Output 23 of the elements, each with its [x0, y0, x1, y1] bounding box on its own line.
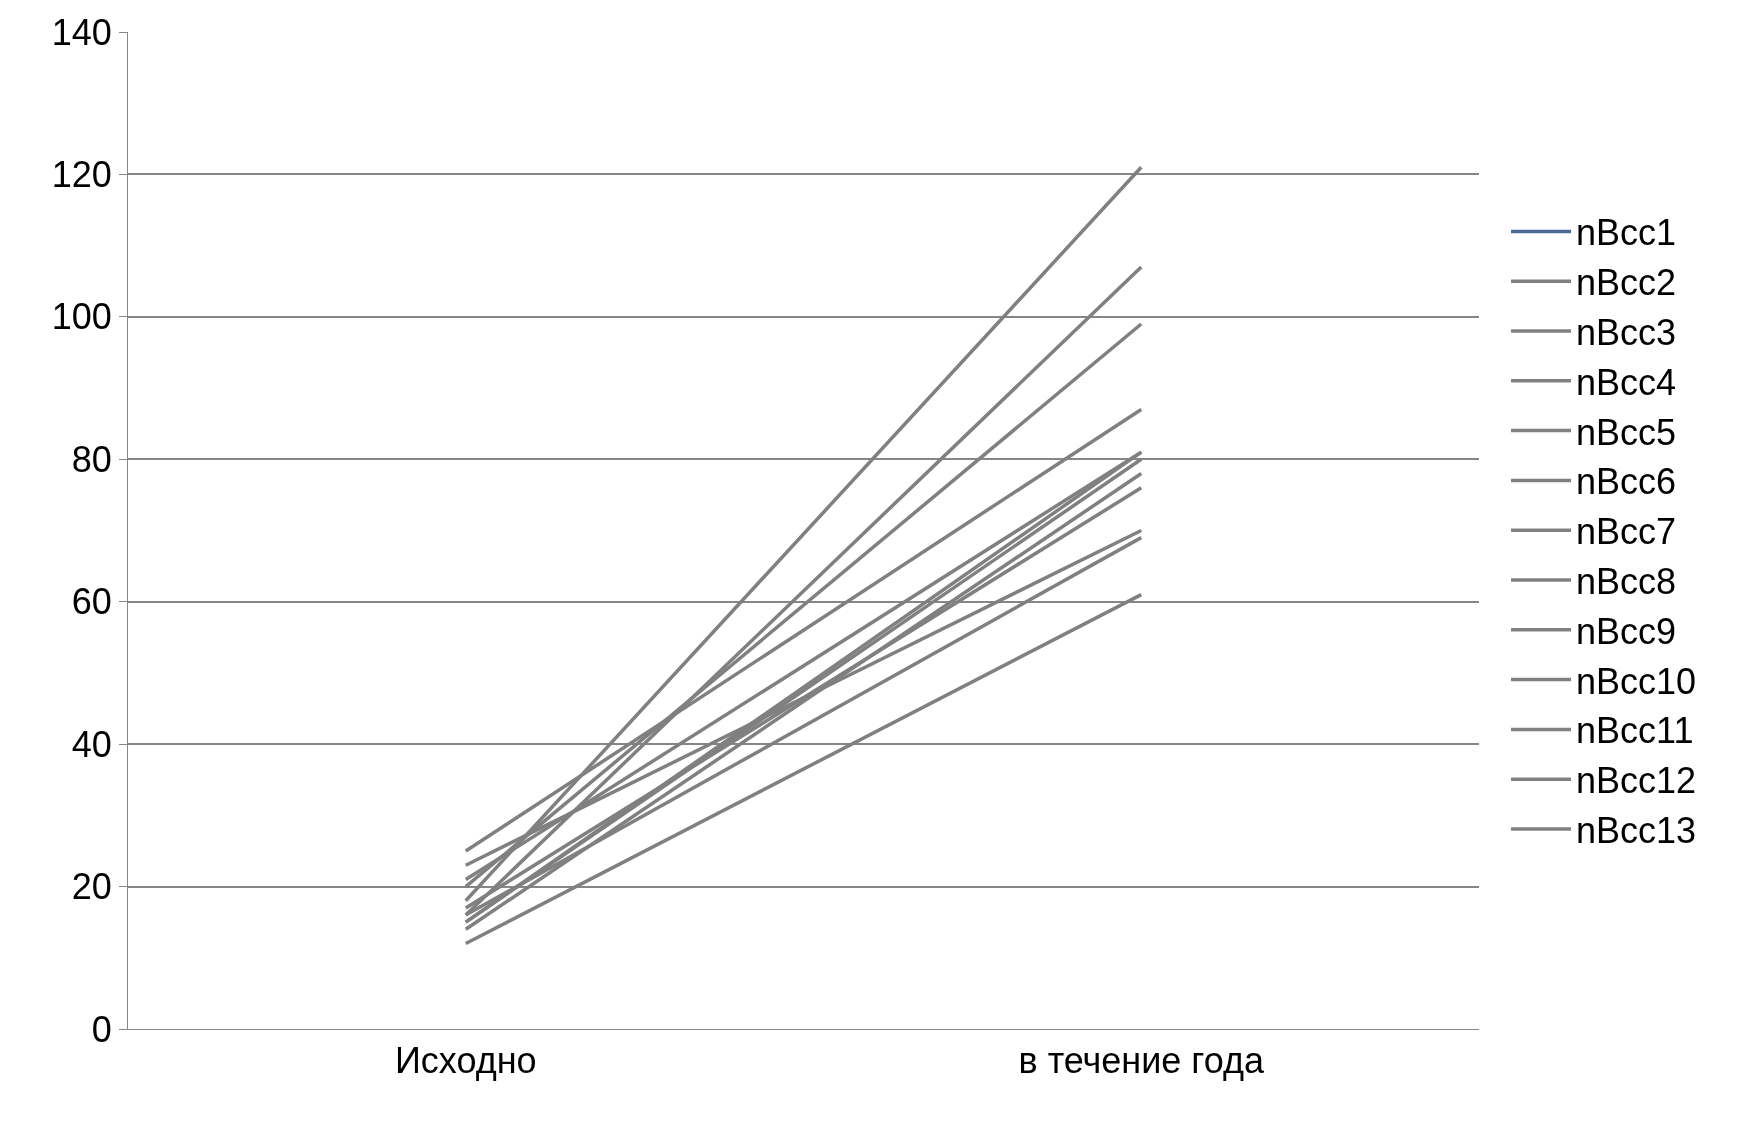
legend-label: nBcc1	[1576, 212, 1677, 254]
y-tick-label: 60	[71, 581, 112, 623]
legend-label: nBcc5	[1576, 411, 1677, 453]
legend-label: nBcc11	[1576, 710, 1694, 752]
legend-label: nBcc12	[1576, 760, 1697, 802]
x-tick-label: Исходно	[394, 1040, 537, 1082]
legend-label: nBcc9	[1576, 610, 1677, 652]
y-tick-label: 120	[51, 154, 112, 196]
legend-label: nBcc7	[1576, 511, 1677, 553]
y-tick-label: 20	[71, 866, 112, 908]
legend-label: nBcc8	[1576, 561, 1677, 603]
legend-label: nBcc4	[1576, 361, 1677, 403]
legend-label: nBcc3	[1576, 312, 1677, 354]
y-tick-label: 0	[91, 1008, 112, 1050]
x-tick-label: в течение года	[1018, 1040, 1265, 1082]
legend-label: nBcc6	[1576, 461, 1677, 503]
y-tick-label: 100	[51, 296, 112, 338]
y-tick-label: 80	[71, 438, 112, 480]
y-tick-label: 40	[71, 723, 112, 765]
y-tick-label: 140	[51, 11, 112, 53]
legend-label: nBcc13	[1576, 810, 1697, 852]
legend-label: nBcc2	[1576, 262, 1677, 304]
legend-label: nBcc10	[1576, 660, 1697, 702]
